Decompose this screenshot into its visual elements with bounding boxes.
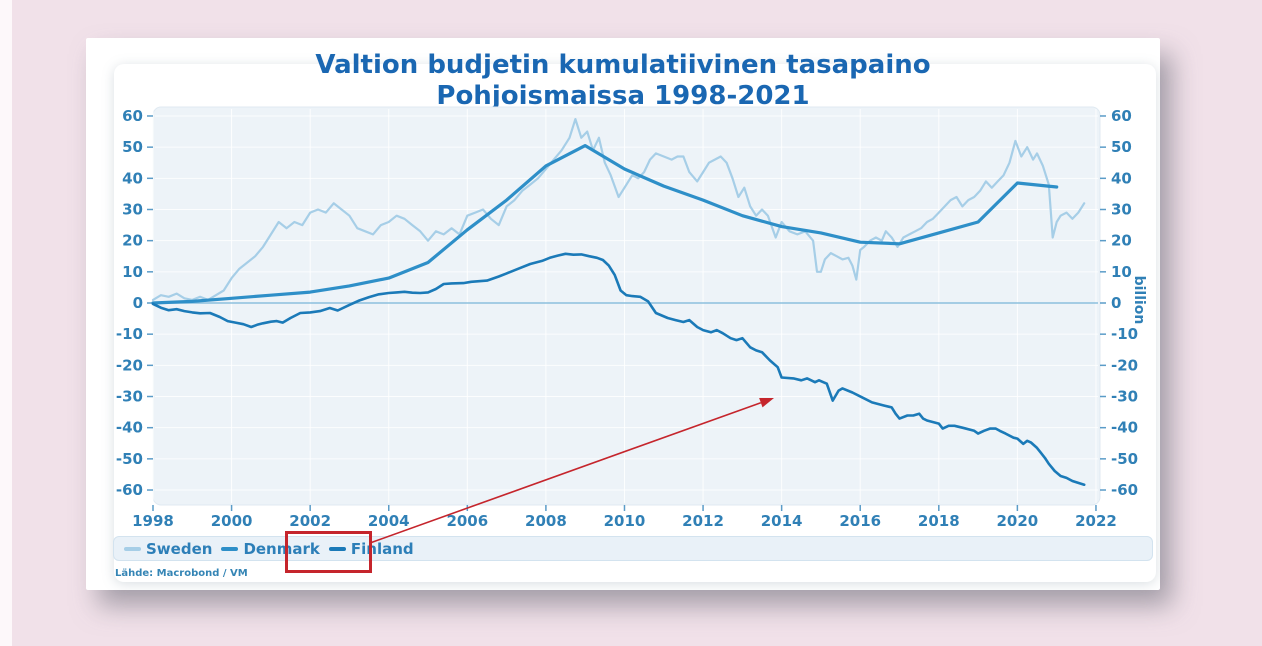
chart-title: Valtion budjetin kumulatiivinen tasapain… [86, 50, 1160, 112]
legend-label-denmark: Denmark [243, 539, 320, 558]
legend-label-finland: Finland [350, 539, 414, 558]
legend-item-denmark: Denmark [221, 539, 320, 558]
chart-panel [114, 64, 1156, 582]
slide-card: Valtion budjetin kumulatiivinen tasapain… [86, 38, 1160, 590]
finland-highlight-box [285, 531, 372, 573]
chart-title-line1: Valtion budjetin kumulatiivinen tasapain… [315, 50, 931, 80]
legend-item-sweden: Sweden [124, 540, 212, 558]
legend-label-sweden: Sweden [146, 539, 213, 558]
sweden-line-marker-icon [124, 546, 141, 551]
chart-title-line2: Pohjoismaissa 1998-2021 [436, 81, 810, 111]
finland-line-marker-icon [328, 546, 346, 551]
denmark-line-marker-icon [221, 546, 239, 551]
source-note: Lähde: Macrobond / VM [115, 568, 248, 579]
legend-bar: Sweden Denmark Finland [113, 536, 1153, 561]
legend-item-finland: Finland [328, 539, 414, 558]
page-left-strip [0, 0, 12, 646]
